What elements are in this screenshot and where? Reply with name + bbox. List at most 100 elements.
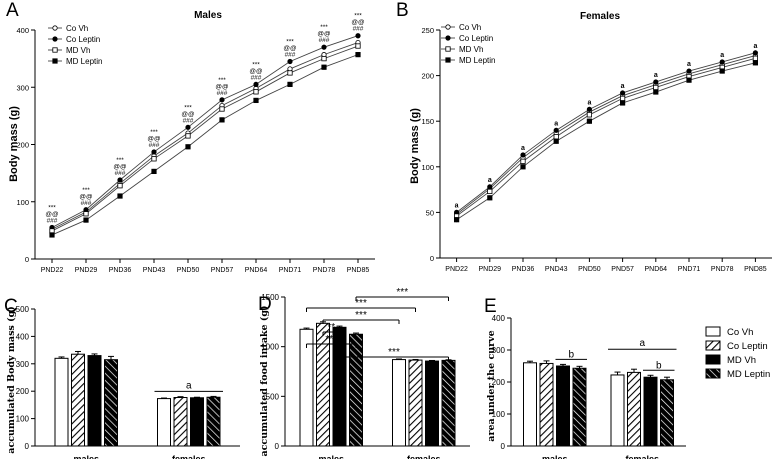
chart-b-annotation: a (621, 83, 625, 90)
chart-a-annotation: ### (183, 117, 194, 124)
chart-a-x-tick-label: PND43 (143, 267, 166, 274)
panel-letter-d: D (258, 294, 272, 315)
chart-b-legend-marker (445, 35, 451, 41)
chart-d-x-tick-label: males (318, 454, 344, 459)
chart-d-bar (441, 359, 456, 447)
chart-a-legend-label: Co Leptin (66, 35, 100, 44)
chart-b-point (686, 77, 692, 83)
chart-a-point (117, 183, 123, 189)
chart-a-legend-marker (52, 36, 58, 42)
chart-a-y-tick-label: 300 (16, 83, 29, 92)
chart-d-y-tick-label: 500 (266, 392, 280, 401)
chart-e-bar (643, 376, 658, 447)
chart-a-x-tick-label: PND57 (211, 267, 234, 274)
chart-b-x-tick-label: PND57 (611, 266, 634, 273)
chart-b-series-line (456, 52, 756, 213)
chart-a-point (287, 81, 293, 87)
chart-a-point (321, 64, 327, 70)
chart-a-annotation: ### (115, 170, 126, 177)
panel-letter-e: E (484, 296, 497, 317)
chart-e-bar (523, 362, 537, 447)
chart-a-x-tick-label: PND78 (313, 267, 336, 274)
chart-d-sig-label: *** (355, 298, 367, 309)
chart-a-point (83, 217, 89, 223)
panel-letter-a: A (6, 0, 19, 21)
chart-a-legend-marker (52, 58, 58, 64)
chart-d-sig-label: *** (355, 310, 367, 321)
chart-a-annotation: @@ (181, 111, 195, 118)
chart-a-point (151, 149, 157, 155)
chart-a-point (185, 144, 191, 150)
panel-letter-c: C (4, 296, 18, 317)
chart-e-annotation: b (568, 349, 574, 360)
chart-a-point (83, 211, 89, 217)
chart-e-x-tick-label: males (542, 454, 568, 459)
chart-a-annotation: @@ (351, 19, 365, 26)
chart-b-point (752, 50, 759, 56)
chart-a-x-tick-label: PND64 (245, 267, 268, 274)
chart-e-y-tick-label: 200 (492, 378, 506, 387)
chart-a-x-tick-label: PND22 (41, 267, 64, 274)
chart-a-x-tick-label: PND36 (109, 267, 132, 274)
chart-b-point (553, 127, 559, 133)
chart-c-ylabel: accumulated Body mass (g) (6, 306, 17, 453)
chart-a-annotation: *** (218, 77, 226, 84)
chart-a-annotation: ### (353, 26, 364, 33)
chart-b-legend-label: Co Vh (459, 23, 481, 32)
chart-b-annotation: a (587, 99, 591, 106)
chart-a-annotation: ### (251, 74, 262, 81)
chart-c-bar (157, 398, 171, 447)
chart-c-bar (104, 359, 118, 447)
chart-b-x-tick-label: PND36 (512, 266, 535, 273)
chart-b-annotation: a (687, 61, 691, 68)
chart-b-point (453, 217, 460, 223)
chart-b-annotation: a (654, 72, 658, 79)
chart-b-legend-label: MD Leptin (459, 56, 495, 65)
chart-e-annotation: a (639, 338, 645, 349)
chart-b-point (586, 118, 593, 124)
chart-e-legend-swatch (705, 368, 721, 379)
chart-b-legend-label: MD Vh (459, 45, 483, 54)
chart-b-y-tick-label: 150 (421, 117, 434, 126)
chart-a-point (49, 232, 55, 238)
chart-a-x-tick-label: PND85 (347, 267, 370, 274)
chart-a-x-tick-label: PND50 (177, 267, 200, 274)
chart-c-y-tick-label: 200 (16, 387, 30, 396)
chart-b-point (520, 164, 526, 170)
chart-b-x-tick-label: PND50 (578, 266, 601, 273)
chart-e-legend-label: MD Vh (727, 355, 756, 366)
chart-a-line-plot: 0 100 200 300 400 PND22 PND29 PND36 PND43 PND50 PN… (16, 13, 375, 274)
chart-a-point (253, 89, 259, 95)
chart-b-x-tick-label: PND22 (445, 266, 468, 273)
chart-a-point (117, 177, 123, 183)
chart-b-point (487, 195, 493, 201)
chart-b-title: Females (580, 11, 620, 22)
chart-e-legend-swatch (705, 354, 721, 365)
chart-b-point (686, 68, 692, 74)
chart-a-annotation: @@ (249, 68, 263, 75)
chart-a-annotation: ### (81, 200, 92, 207)
chart-b-point (752, 55, 759, 61)
chart-a-annotation: @@ (317, 31, 331, 38)
chart-a-annotation: *** (150, 129, 158, 136)
chart-e-y-tick-label: 100 (492, 410, 506, 419)
chart-b-x-tick-label: PND29 (479, 266, 502, 273)
chart-a-y-tick-label: 100 (16, 198, 29, 207)
chart-a-point (355, 33, 361, 39)
chart-c-y-tick-label: 100 (16, 415, 30, 424)
chart-a-point (185, 133, 191, 139)
chart-a-annotation: *** (286, 38, 294, 45)
chart-c-bar (54, 357, 69, 447)
chart-b-point (586, 106, 593, 112)
chart-b-point (487, 184, 493, 190)
chart-a-annotation: @@ (79, 193, 93, 200)
chart-e-ylabel: area under the curve (486, 330, 497, 441)
chart-e-legend-label: Co Vh (727, 327, 753, 338)
chart-e-legend: Co Vh Co Leptin MD Vh MD Leptin (705, 326, 770, 380)
chart-c-x-tick-label: males (73, 454, 99, 459)
chart-e-legend-swatch (705, 340, 721, 351)
chart-c-y-tick-label: 300 (16, 360, 30, 369)
chart-a-annotation: ### (149, 142, 160, 149)
chart-c-x-tick-label: females (172, 454, 206, 459)
